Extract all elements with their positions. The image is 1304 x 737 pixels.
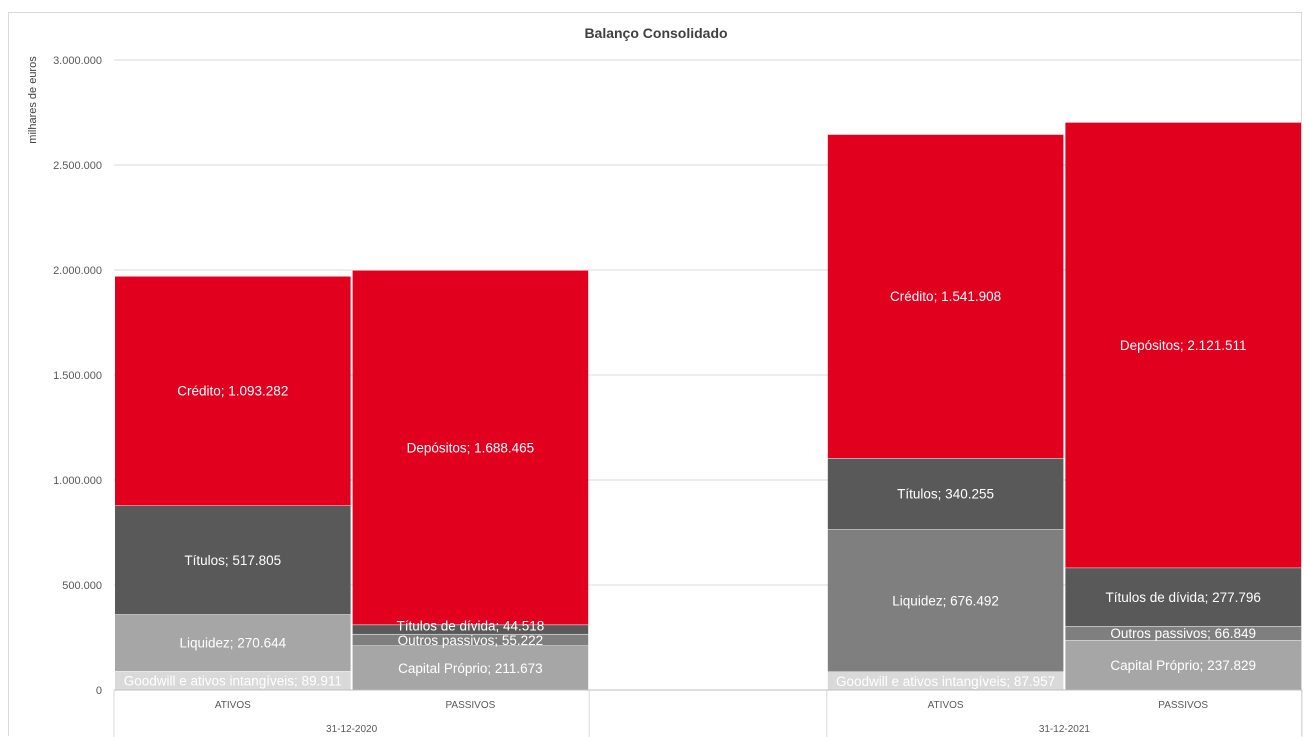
bar-segment [827,529,1064,672]
bar-segment [115,275,351,506]
bar-segment [352,624,589,634]
segment-label: Outros passivos; 55.222 [398,633,544,648]
category-label: ATIVOS [928,700,964,711]
category-label: PASSIVOS [445,700,495,711]
y-tick-label: 2.000.000 [53,265,102,277]
y-tick-label: 1.500.000 [53,370,102,382]
y-tick-label: 3.000.000 [53,55,102,67]
bar-segment [1065,567,1301,627]
bar-segment [1065,640,1301,690]
segment-label: Liquidez; 676.492 [892,593,999,608]
category-label: PASSIVOS [1158,700,1208,711]
bar-segment [352,270,589,625]
bar-segment [115,614,351,672]
bars: Goodwill e ativos intangíveis; 89.911 Liq… [115,121,1301,690]
segment-label: Crédito; 1.541.908 [890,289,1001,304]
segment-label: Capital Próprio; 237.829 [1110,658,1256,673]
y-tick-label: 2.500.000 [53,160,102,172]
y-tick-label: 0 [96,685,102,697]
bar-segment [827,458,1064,530]
segment-label: Títulos; 517.805 [184,553,281,568]
group-label: 31-12-2021 [1039,724,1091,735]
bar-segment [1065,122,1301,568]
y-axis-ticks: 0 500.000 1.000.000 1.500.000 2.000.000 2.500… [53,55,102,697]
segment-label: Goodwill e ativos intangíveis; 89.911 [124,674,342,689]
bar-segment [115,671,351,690]
chart-title: Balanço Consolidado [584,25,727,41]
bar-segment [115,505,351,615]
bar-segment [352,633,589,646]
segment-label: Capital Próprio; 211.673 [398,661,543,676]
bar-segment [352,645,589,690]
segment-label: Títulos; 340.255 [897,487,994,502]
chart-frame [8,12,1302,736]
bar-segment [827,134,1064,459]
bar-segment [1065,626,1301,641]
category-label: ATIVOS [215,700,251,711]
segment-label: Depósitos; 1.688.465 [407,440,535,455]
segment-label: Depósitos; 2.121.511 [1120,338,1247,353]
group-label: 31-12-2020 [326,724,378,735]
category-axis: ATIVOS PASSIVOS 31-12-2020 ATIVOS PASSIVOS 31… [113,689,1303,737]
y-tick-label: 1.000.000 [53,475,102,487]
y-axis-label: milhares de euros [27,56,39,144]
segment-label: Crédito; 1.093.282 [177,384,288,399]
segment-label: Goodwill e ativos intangíveis; 87.957 [836,674,1055,689]
bar-segment [827,671,1064,690]
segment-label: Títulos de dívida; 44.518 [396,618,544,633]
segment-label: Liquidez; 270.644 [180,636,287,651]
segment-label: Títulos de dívida; 277.796 [1106,590,1261,605]
y-tick-label: 500.000 [62,580,102,592]
segment-label: Outros passivos; 66.849 [1110,626,1256,641]
